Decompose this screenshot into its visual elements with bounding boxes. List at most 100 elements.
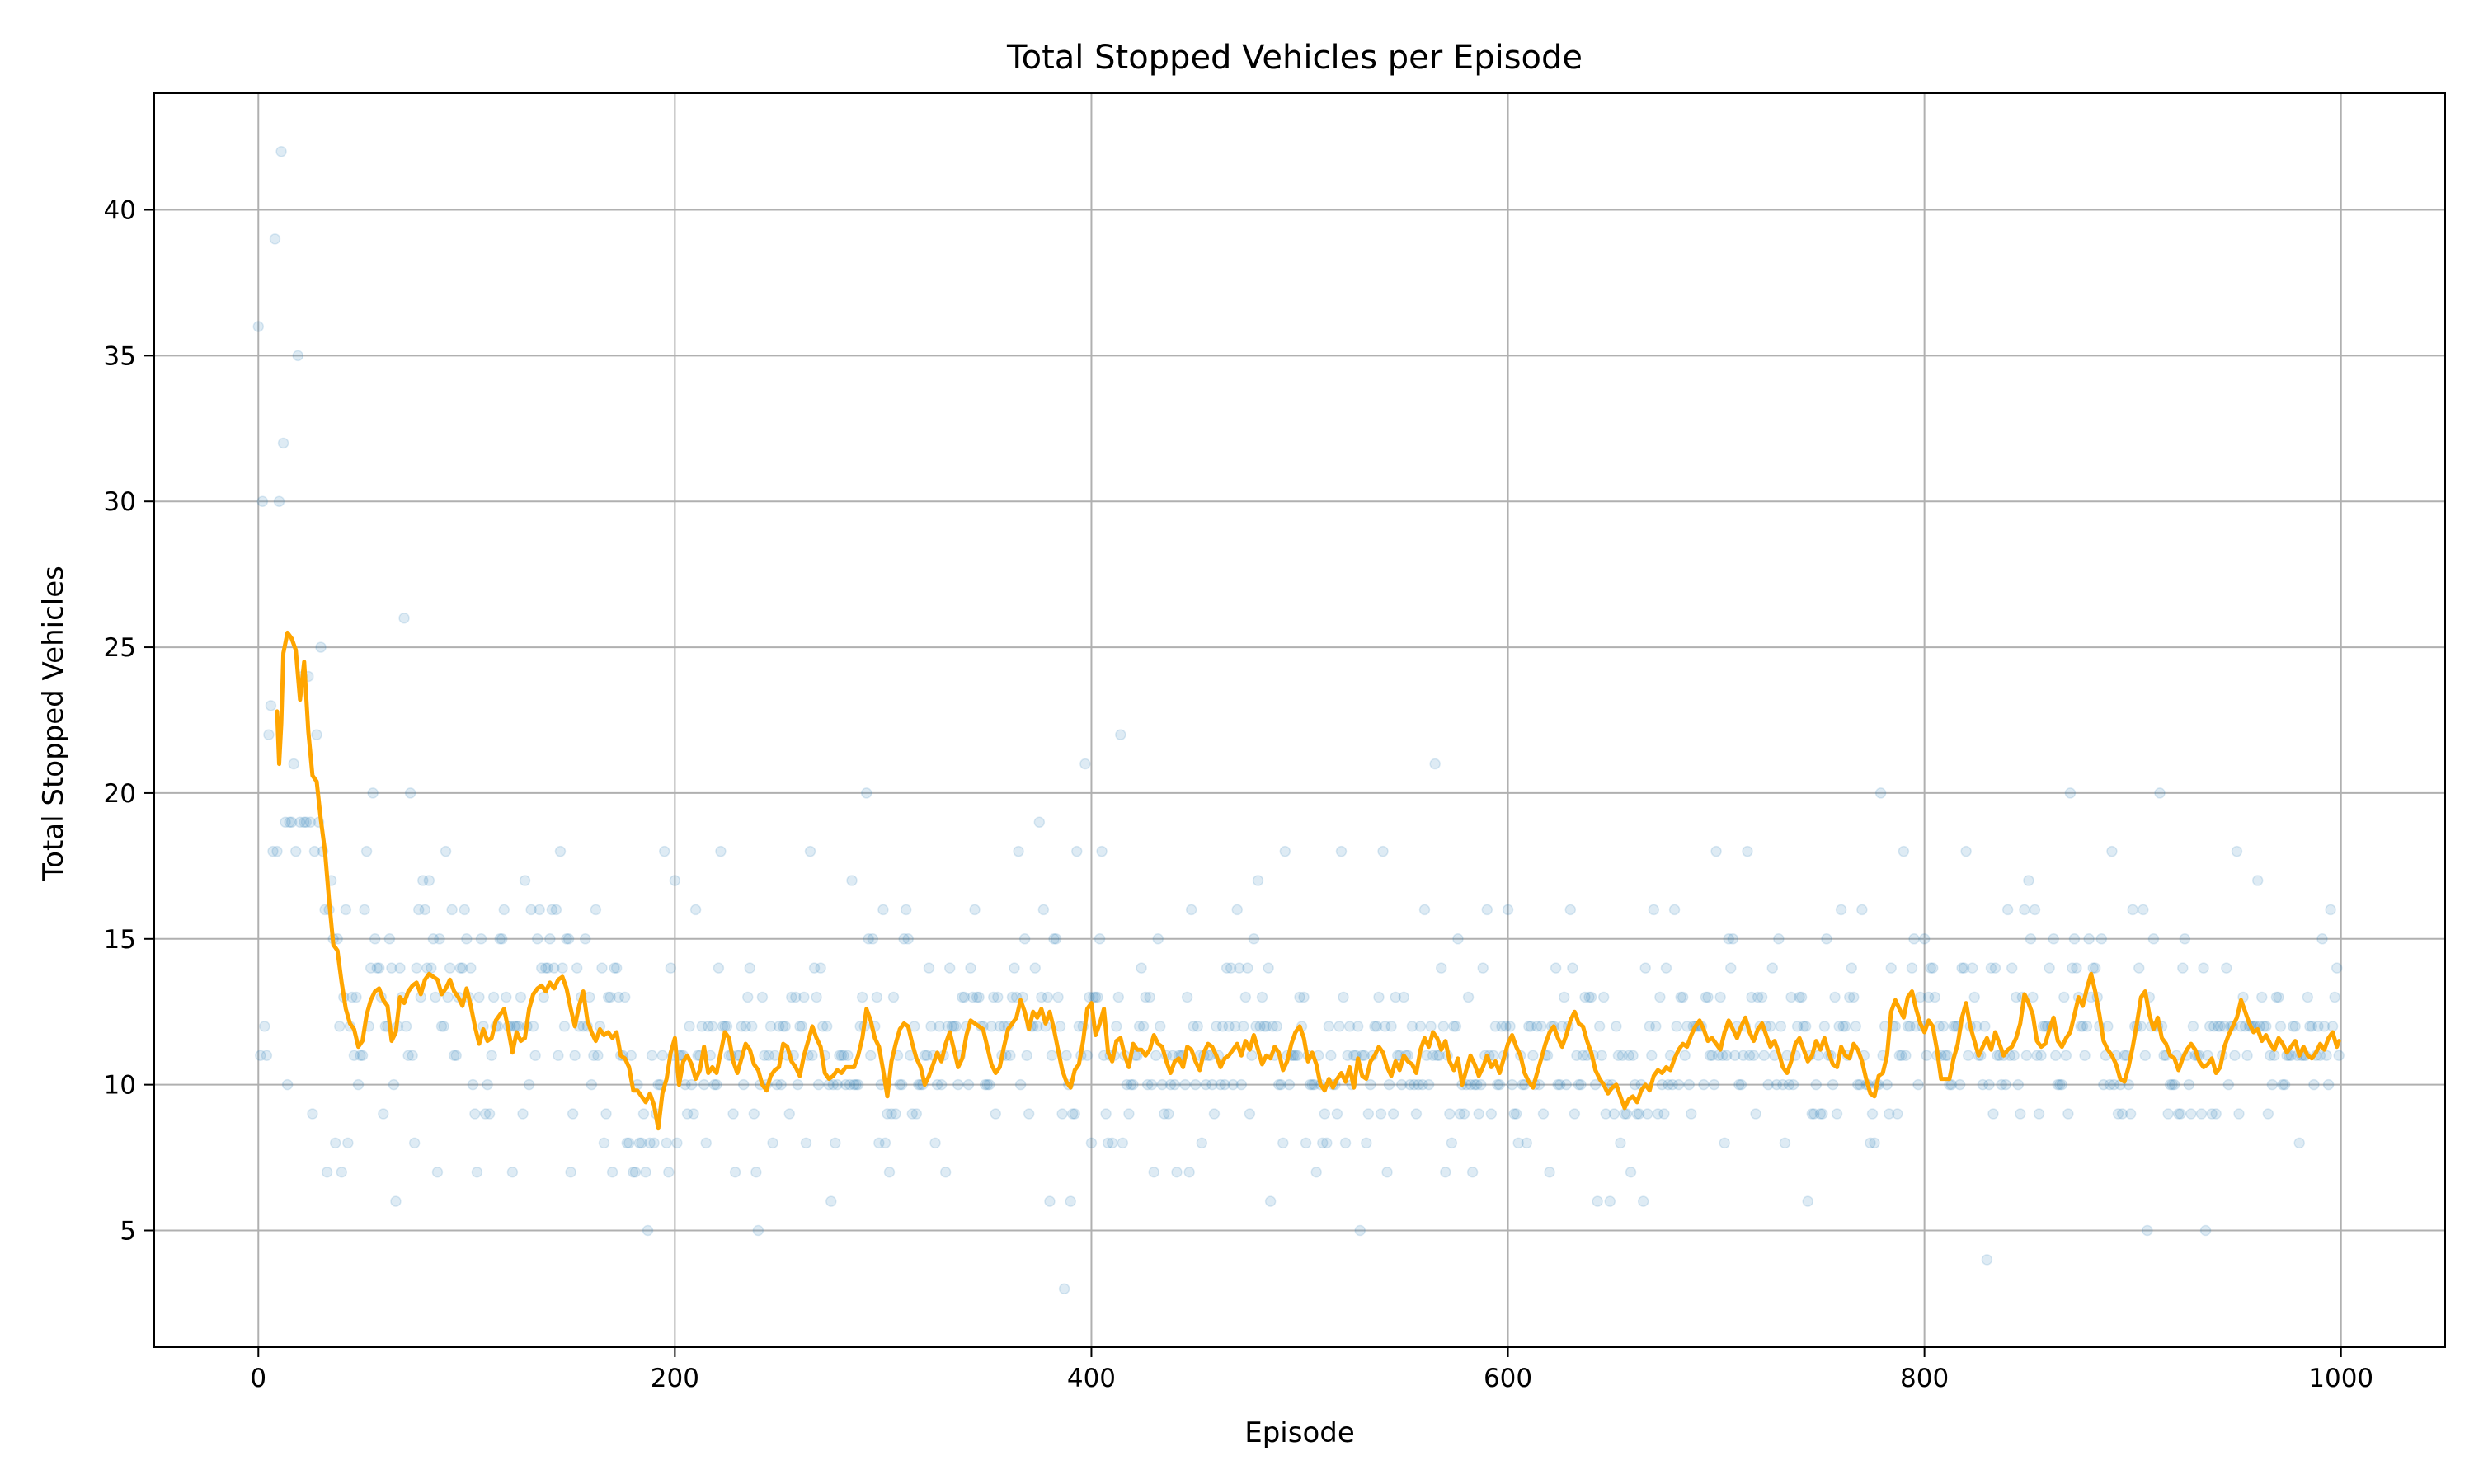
scatter-point	[1977, 1078, 1989, 1091]
scatter-point	[1611, 1021, 1622, 1032]
scatter-point	[1502, 904, 1514, 916]
scatter-point	[525, 904, 537, 916]
scatter-point	[2212, 1021, 2224, 1032]
scatter-point	[1469, 1078, 1480, 1091]
scatter-point	[863, 933, 874, 945]
scatter-point	[315, 641, 327, 653]
scatter-point	[842, 1050, 854, 1062]
scatter-point	[711, 1078, 722, 1091]
scatter-point	[1381, 1167, 1393, 1178]
scatter-point	[1660, 962, 1672, 974]
scatter-point	[1323, 1021, 1335, 1032]
scatter-point	[2000, 1078, 2011, 1091]
scatter-point	[538, 991, 550, 1003]
scatter-point	[486, 1050, 497, 1062]
scatter-point	[1704, 1050, 1716, 1062]
scatter-point	[263, 729, 275, 740]
scatter-point	[340, 904, 352, 916]
scatter-point	[2015, 1108, 2026, 1120]
scatter-point	[1808, 1108, 1820, 1120]
scatter-point	[2011, 991, 2022, 1003]
scatter-point	[850, 1078, 862, 1091]
scatter-point	[1319, 1108, 1331, 1120]
scatter-point	[1846, 962, 1857, 974]
scatter-point	[473, 991, 485, 1003]
scatter-point	[1375, 1108, 1387, 1120]
scatter-point	[807, 1050, 818, 1062]
scatter-point	[606, 1167, 618, 1178]
scatter-point	[461, 933, 473, 945]
scatter-point	[390, 1195, 402, 1207]
scatter-point	[411, 962, 422, 974]
scatter-point	[1956, 962, 1968, 974]
scatter-point	[1421, 1050, 1432, 1062]
scatter-point	[557, 962, 568, 974]
scatter-point	[988, 991, 999, 1003]
scatter-point	[329, 1137, 341, 1149]
scatter-point	[764, 1021, 777, 1032]
scatter-point	[2127, 904, 2138, 916]
scatter-point	[2241, 1050, 2253, 1062]
scatter-point	[1242, 962, 1253, 974]
scatter-point	[561, 933, 572, 945]
scatter-point	[1874, 787, 1887, 799]
scatter-point	[2321, 1050, 2332, 1062]
scatter-point	[860, 787, 872, 799]
scatter-point	[1258, 1021, 1270, 1032]
scatter-point	[1929, 991, 1941, 1003]
scatter-point	[1765, 1021, 1776, 1032]
scatter-point	[471, 1167, 483, 1178]
scatter-point	[2322, 1078, 2335, 1091]
scatter-point	[844, 1078, 856, 1091]
scatter-point	[311, 729, 322, 740]
scatter-point	[983, 1078, 995, 1091]
scatter-point	[1835, 904, 1847, 916]
scatter-point	[685, 1078, 698, 1091]
scatter-point	[2008, 1050, 2020, 1062]
scatter-point	[1668, 904, 1681, 916]
scatter-point	[1492, 1078, 1503, 1091]
scatter-point	[1766, 962, 1779, 974]
scatter-point	[934, 1021, 945, 1032]
scatter-point	[1637, 1195, 1649, 1207]
scatter-point	[1644, 1021, 1656, 1032]
scatter-point	[394, 962, 406, 974]
scatter-point	[981, 1078, 993, 1091]
scatter-point	[2035, 1050, 2047, 1062]
scatter-point	[663, 1167, 675, 1178]
scatter-point	[846, 875, 858, 886]
scatter-point	[1906, 962, 1918, 974]
scatter-point	[1508, 1108, 1520, 1120]
scatter-point	[979, 1078, 991, 1091]
scatter-point	[629, 1167, 642, 1178]
scatter-point	[1300, 1137, 1312, 1149]
scatter-point	[717, 1021, 729, 1032]
scatter-point	[1698, 1078, 1710, 1091]
scatter-point	[1893, 1050, 1906, 1062]
scatter-point	[446, 904, 458, 916]
scatter-point	[990, 1108, 1002, 1120]
scatter-point	[2068, 933, 2081, 945]
scatter-point	[2012, 1078, 2025, 1091]
scatter-point	[640, 1167, 651, 1178]
scatter-point	[1018, 933, 1031, 945]
scatter-point	[565, 1167, 576, 1178]
scatter-point	[609, 962, 620, 974]
scatter-point	[2279, 1078, 2291, 1091]
scatter-point	[1410, 1108, 1423, 1120]
scatter-point	[1181, 991, 1193, 1003]
scatter-point	[777, 1021, 789, 1032]
scatter-point	[592, 1050, 604, 1062]
scatter-point	[1806, 1108, 1818, 1120]
scatter-point	[1620, 1108, 1633, 1120]
scatter-point	[1227, 1078, 1239, 1091]
scatter-point	[304, 816, 317, 829]
scatter-point	[550, 904, 562, 916]
scatter-point	[440, 845, 452, 857]
scatter-point	[1127, 1078, 1139, 1091]
scatter-point	[746, 1021, 758, 1032]
y-tick-label: 5	[120, 1217, 136, 1247]
scatter-point	[2185, 1108, 2197, 1120]
scatter-point	[567, 1108, 579, 1120]
scatter-point	[1625, 1167, 1637, 1178]
